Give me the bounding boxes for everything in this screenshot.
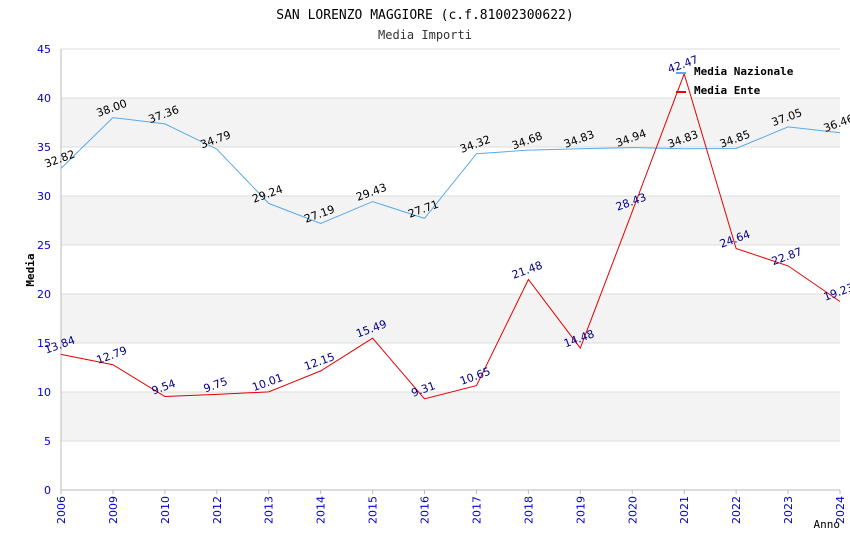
x-axis-label: Anno [814, 518, 841, 531]
plot-band [61, 245, 840, 294]
plot-area: 0 5 10 15 20 25 30 35 40 45 2006 2009 2010 2012 2013 20… [37, 43, 850, 524]
plot-band [61, 441, 840, 490]
legend-label: Media Ente [694, 84, 761, 97]
plot-band [61, 49, 840, 98]
plot-band [61, 343, 840, 392]
x-tick-label: 2024 [834, 496, 847, 524]
chart-subtitle: Media Importi [378, 28, 472, 42]
y-tick-label: 20 [37, 288, 51, 301]
plot-band [61, 147, 840, 196]
legend: Media Nazionale Media Ente [676, 65, 794, 97]
x-tick-label: 2016 [419, 496, 432, 524]
x-tick-label: 2018 [522, 496, 535, 524]
x-tick-label: 2009 [107, 496, 120, 524]
y-tick-label: 45 [37, 43, 51, 56]
x-tick-label: 2013 [263, 496, 276, 524]
plot-band [61, 294, 840, 343]
x-tick-label: 2012 [211, 496, 224, 524]
x-tick-label: 2020 [626, 496, 639, 524]
y-tick-label: 15 [37, 337, 51, 350]
series-line-media-ente [60, 72, 841, 400]
y-tick-label: 25 [37, 239, 51, 252]
x-tick-label: 2017 [470, 496, 483, 524]
plot-band [61, 196, 840, 245]
x-tick-label: 2010 [159, 496, 172, 524]
y-tick-label: 5 [44, 435, 51, 448]
plot-band [61, 98, 840, 147]
x-tick-label: 2019 [574, 496, 587, 524]
y-tick-label: 30 [37, 190, 51, 203]
x-tick-label: 2015 [367, 496, 380, 524]
x-tick-label: 2021 [678, 496, 691, 524]
plot-band [61, 392, 840, 441]
legend-label: Media Nazionale [694, 65, 794, 78]
y-tick-label: 10 [37, 386, 51, 399]
x-tick-label: 2006 [55, 496, 68, 524]
y-tick-label: 35 [37, 141, 51, 154]
x-tick-label: 2023 [782, 496, 795, 524]
y-tick-label: 0 [44, 484, 51, 497]
y-axis-label: Media [24, 253, 37, 286]
chart-title: SAN LORENZO MAGGIORE (c.f.81002300622) [276, 8, 573, 23]
y-tick-label: 40 [37, 92, 51, 105]
x-tick-label: 2014 [315, 496, 328, 524]
series-line-media-nazionale [60, 117, 841, 225]
x-tick-label: 2022 [730, 496, 743, 524]
